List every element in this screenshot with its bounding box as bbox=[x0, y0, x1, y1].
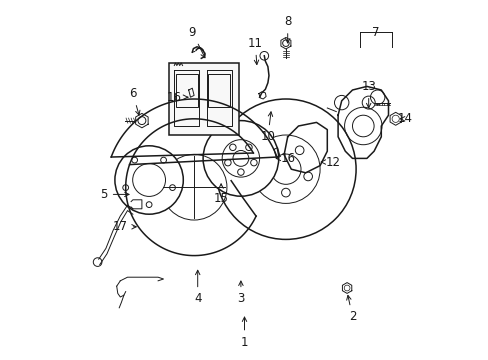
Text: 8: 8 bbox=[284, 15, 291, 43]
Text: 14: 14 bbox=[396, 112, 411, 125]
Text: 1: 1 bbox=[240, 317, 248, 348]
Circle shape bbox=[203, 121, 278, 196]
Text: 9: 9 bbox=[188, 26, 204, 58]
Circle shape bbox=[115, 146, 183, 214]
Text: 15: 15 bbox=[213, 184, 228, 204]
Text: 6: 6 bbox=[129, 87, 140, 115]
Text: 5: 5 bbox=[100, 188, 129, 201]
Text: 2: 2 bbox=[346, 296, 356, 323]
Text: 16: 16 bbox=[166, 91, 187, 104]
Text: 11: 11 bbox=[247, 37, 262, 64]
Text: 3: 3 bbox=[237, 281, 244, 305]
Bar bbox=[176, 74, 197, 107]
Text: 10: 10 bbox=[260, 112, 275, 143]
Text: 12: 12 bbox=[321, 156, 340, 168]
Text: 7: 7 bbox=[371, 26, 379, 39]
Bar bbox=[168, 63, 239, 135]
Bar bbox=[208, 74, 230, 107]
Text: 16: 16 bbox=[276, 152, 295, 165]
Text: 13: 13 bbox=[361, 80, 375, 108]
Text: 4: 4 bbox=[194, 270, 201, 305]
Text: 17: 17 bbox=[113, 220, 136, 233]
